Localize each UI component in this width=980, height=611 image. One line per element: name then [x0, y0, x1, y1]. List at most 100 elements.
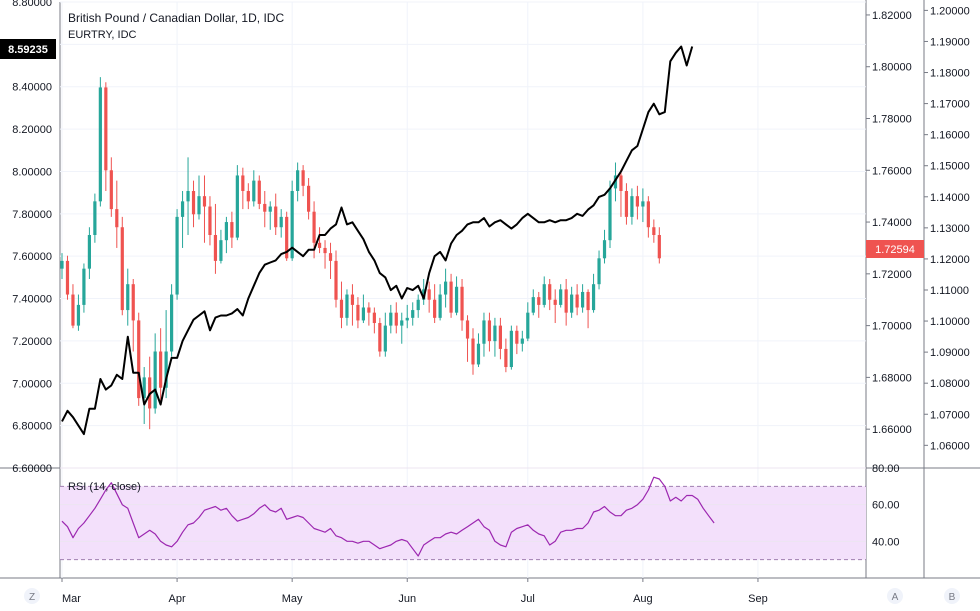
candle-body [570, 294, 574, 313]
candle [60, 253, 64, 280]
secondary-scale-button-label: B [949, 592, 956, 603]
candle-body [246, 190, 250, 202]
candle-body [230, 222, 234, 238]
candle [317, 227, 322, 254]
rsi-axis-tick-label: 80.00 [872, 463, 900, 475]
secondary-axis-tick-label: 1.12000 [930, 254, 970, 266]
candle [367, 302, 371, 326]
candle-body [564, 289, 568, 313]
candle-body [498, 325, 502, 349]
candle-body [323, 247, 327, 254]
candle-body [438, 294, 442, 318]
candle-body [257, 180, 261, 204]
candle-body [180, 201, 185, 217]
candle-body [126, 284, 130, 311]
candle [159, 328, 163, 404]
candle [93, 193, 97, 243]
candle [548, 279, 552, 311]
candle [328, 242, 333, 280]
candle-body [630, 196, 634, 217]
candle-body [515, 330, 519, 344]
auto-scale-button[interactable]: A [887, 588, 903, 604]
auto-scale-button-label: A [892, 592, 899, 603]
candle [602, 229, 607, 264]
candle-body [652, 227, 656, 235]
candle [230, 211, 234, 248]
scale-zoom-button[interactable]: Z [24, 588, 40, 604]
candle [170, 284, 174, 357]
right-axis-tick-label: 1.82000 [872, 10, 912, 22]
candle [438, 284, 442, 321]
candle [257, 175, 261, 210]
candle-body [444, 281, 448, 295]
candle-body [509, 330, 513, 368]
candle [191, 180, 196, 228]
candle-body [597, 258, 601, 285]
candle-body [646, 201, 650, 228]
candle-body [109, 170, 113, 210]
candle [323, 240, 327, 269]
candle [180, 190, 185, 248]
time-axis-label: Mar [62, 593, 81, 605]
candle [339, 281, 344, 329]
candle-body [389, 312, 393, 326]
candle [657, 227, 661, 264]
candle-body [553, 299, 557, 305]
candle-body [339, 299, 344, 318]
candle-body [263, 203, 267, 212]
candle-body [312, 211, 316, 243]
candle [76, 294, 81, 331]
candle-body [224, 222, 228, 241]
candle-body [164, 351, 168, 388]
candle [131, 279, 135, 352]
candle-body [76, 304, 81, 326]
candle-body [537, 297, 541, 305]
candle [597, 250, 601, 290]
candle [246, 183, 250, 210]
candle-body [476, 343, 481, 365]
candle-body [317, 242, 322, 248]
candle [175, 209, 179, 300]
candle-body [120, 227, 124, 311]
candle [137, 312, 141, 406]
candle [301, 165, 305, 197]
candle [186, 157, 190, 235]
candle [350, 284, 355, 326]
candle [630, 188, 634, 225]
candle [504, 338, 508, 373]
candle-body [153, 351, 157, 409]
candle-body [520, 338, 524, 344]
right-axis-tick-label: 1.74000 [872, 217, 912, 229]
overlay-series-label: EURTRY, IDC [68, 29, 137, 41]
candle-body [433, 299, 437, 318]
candle [498, 317, 502, 360]
candle-body [137, 320, 141, 399]
candle-body [82, 268, 86, 305]
secondary-scale-button[interactable]: B [944, 588, 960, 604]
time-axis-label: Jun [398, 593, 416, 605]
eurtry-line [61, 45, 694, 436]
right-axis-tick-label: 1.68000 [872, 372, 912, 384]
candle-body [575, 294, 579, 308]
secondary-axis-tick-label: 1.14000 [930, 192, 970, 204]
secondary-axis-tick-label: 1.20000 [930, 5, 970, 17]
left-axis-tick-label: 7.40000 [12, 294, 52, 306]
candle [509, 325, 513, 370]
candle [296, 162, 300, 202]
secondary-axis-tick-label: 1.07000 [930, 409, 970, 421]
candle-body [613, 175, 618, 189]
candle-body [142, 377, 146, 399]
candle-body [487, 320, 492, 342]
candle-body [159, 351, 163, 388]
candle-body [115, 209, 119, 228]
candle-body [581, 291, 585, 308]
candle [65, 255, 70, 300]
candle-body [608, 188, 612, 241]
candle-body [427, 289, 431, 300]
secondary-axis-tick-label: 1.06000 [930, 440, 970, 452]
secondary-axis-tick-label: 1.08000 [930, 378, 970, 390]
candle-body [619, 175, 623, 191]
rsi-pane: 80.00 60.00 40.00 [60, 463, 900, 561]
candle-body [296, 170, 300, 191]
candle [224, 216, 228, 254]
